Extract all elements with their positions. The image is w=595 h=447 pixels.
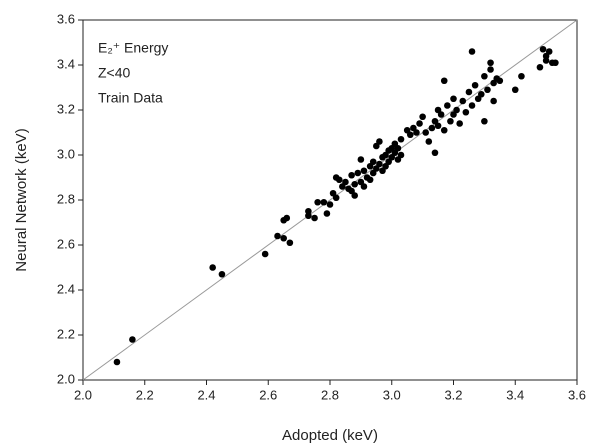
point <box>351 192 359 199</box>
point <box>490 97 497 105</box>
x-tick-label: 2.4 <box>197 387 215 402</box>
point <box>369 158 377 166</box>
point <box>314 198 321 206</box>
point <box>471 81 479 89</box>
annotation: Z<40 <box>98 65 131 81</box>
point <box>419 113 426 121</box>
point <box>280 234 287 242</box>
point <box>394 144 402 152</box>
point <box>477 90 485 98</box>
point <box>323 210 331 217</box>
point <box>354 169 362 177</box>
point <box>406 131 414 139</box>
point <box>456 120 463 127</box>
point <box>360 183 368 190</box>
point <box>416 120 423 127</box>
point <box>320 198 328 206</box>
point <box>465 88 473 96</box>
x-tick-label: 3.4 <box>506 387 524 402</box>
point <box>447 117 454 125</box>
point <box>545 48 553 55</box>
point <box>261 250 269 258</box>
point <box>305 212 312 220</box>
y-tick-label: 2.2 <box>57 326 75 341</box>
point <box>536 63 544 71</box>
point <box>335 176 343 184</box>
point <box>326 201 334 208</box>
point <box>129 336 136 343</box>
point <box>360 167 368 175</box>
point <box>376 138 383 145</box>
point <box>342 178 349 186</box>
point <box>552 59 559 67</box>
point <box>487 59 494 67</box>
point <box>539 45 547 53</box>
point <box>440 77 448 85</box>
x-tick-label: 3.2 <box>444 387 462 402</box>
point <box>468 48 476 55</box>
point <box>283 214 291 222</box>
y-tick-label: 2.0 <box>57 371 75 386</box>
point <box>218 270 226 278</box>
y-axis-label: Neural Network (keV) <box>13 128 30 271</box>
point <box>487 66 494 73</box>
x-tick-label: 2.2 <box>136 387 154 402</box>
identity-line <box>82 19 578 381</box>
point <box>422 129 430 136</box>
x-tick-label: 3.0 <box>383 387 401 402</box>
point <box>496 77 504 85</box>
point <box>357 156 365 163</box>
point <box>286 239 294 247</box>
point <box>431 149 439 157</box>
y-tick-label: 3.4 <box>57 56 75 71</box>
point <box>542 57 550 64</box>
y-tick-label: 3.2 <box>57 101 75 116</box>
y-tick-label: 2.6 <box>57 236 75 251</box>
y-tick-label: 3.6 <box>57 11 75 26</box>
point <box>481 72 488 80</box>
x-tick-label: 2.0 <box>74 387 92 402</box>
x-tick-label: 3.6 <box>568 387 586 402</box>
point <box>332 194 340 202</box>
point <box>440 126 448 134</box>
point <box>518 72 525 80</box>
point <box>397 135 405 143</box>
point <box>274 232 281 240</box>
point <box>397 151 405 159</box>
x-tick-label: 2.8 <box>321 387 339 402</box>
point <box>413 129 420 136</box>
point <box>511 86 519 94</box>
y-tick-label: 3.0 <box>57 146 75 161</box>
point <box>311 214 318 222</box>
point <box>453 106 460 114</box>
y-tick-label: 2.4 <box>57 281 75 296</box>
point <box>113 358 121 366</box>
point <box>462 108 470 116</box>
x-axis-label: Adopted (keV) <box>282 427 378 444</box>
annotation: Train Data <box>98 90 163 106</box>
point <box>425 138 433 145</box>
point <box>484 86 491 94</box>
point <box>459 97 467 105</box>
point <box>481 117 488 125</box>
y-tick-label: 2.8 <box>57 191 75 206</box>
point <box>444 102 451 109</box>
annotation: E₂⁺ Energy <box>98 40 168 56</box>
point <box>366 176 374 184</box>
x-tick-label: 2.6 <box>259 387 277 402</box>
point <box>351 180 359 188</box>
point <box>437 111 445 118</box>
point <box>348 171 355 179</box>
point <box>434 122 442 130</box>
point <box>209 264 216 271</box>
point <box>428 124 436 132</box>
point <box>450 95 457 103</box>
point <box>376 160 383 168</box>
point <box>468 102 476 109</box>
